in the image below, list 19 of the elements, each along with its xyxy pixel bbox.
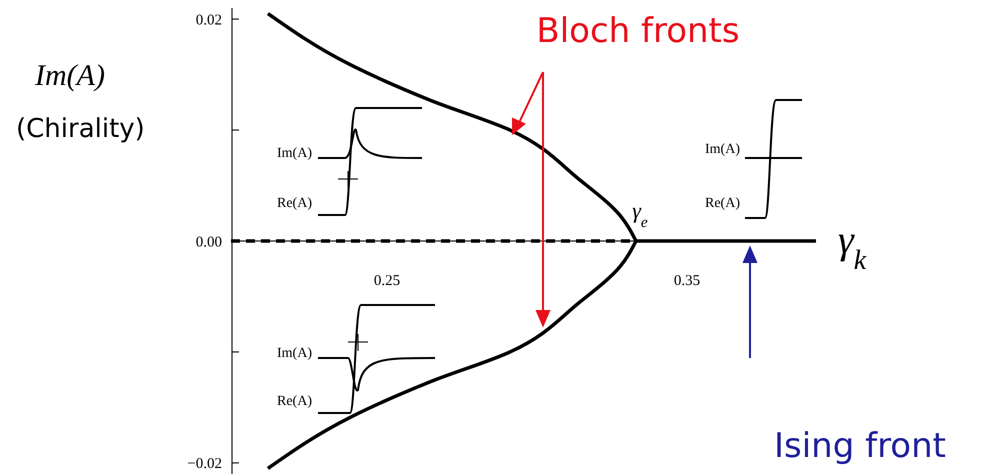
annotation: Ising front xyxy=(774,426,946,466)
x-tick-label: 0.35 xyxy=(674,273,700,289)
y-tick-label: 0.02 xyxy=(196,12,222,28)
front-profile-sketch: Im(A) Re(A) xyxy=(277,304,435,414)
front-profile-sketch: Im(A) Re(A) xyxy=(277,107,422,216)
annotation: Re(A) xyxy=(705,196,740,211)
annotation: Bloch fronts xyxy=(536,11,740,51)
annotation: γ$_{e}$ xyxy=(632,198,648,230)
x-tick-label: 0.25 xyxy=(374,273,400,289)
annotation: Im(A) xyxy=(705,142,740,157)
annotation: Re(A) xyxy=(277,196,312,211)
y-tick-label: 0.00 xyxy=(196,234,222,250)
text: (Chirality) xyxy=(16,114,145,144)
annotation: Re(A) xyxy=(277,394,312,409)
annotation: Im(A) xyxy=(277,146,312,161)
annotation: Im(A) xyxy=(277,346,312,361)
x-axis-title: γ$_{k}$ xyxy=(838,217,867,276)
y-tick-label: −0.02 xyxy=(187,456,222,472)
y-axis-title: Im(A) xyxy=(34,59,105,92)
